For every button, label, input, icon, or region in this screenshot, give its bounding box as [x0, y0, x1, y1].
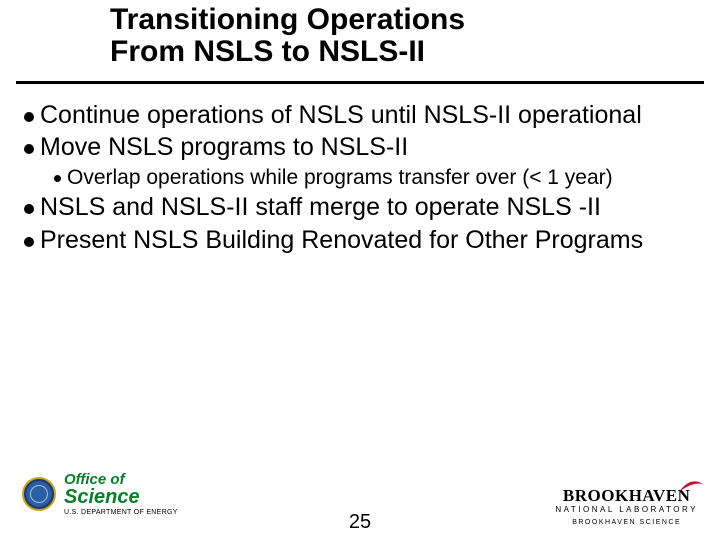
bullet-dot-icon [24, 144, 34, 154]
sub-bullet-dot-icon [54, 175, 61, 182]
bullet-2: Move NSLS programs to NSLS-II [24, 132, 696, 163]
oos-line2: Science [64, 487, 178, 507]
brookhaven-logo: BROOKHAVEN NATIONAL LABORATORY BROOKHAVE… [555, 486, 698, 526]
bnl-wordmark: BROOKHAVEN [555, 486, 698, 506]
bullet-dot-icon [24, 237, 34, 247]
sub-bullet-1: Overlap operations while programs transf… [54, 165, 696, 191]
bullet-text: Present NSLS Building Renovated for Othe… [40, 225, 643, 256]
content-area: Continue operations of NSLS until NSLS-I… [0, 84, 720, 256]
bnl-tagline: BROOKHAVEN SCIENCE [555, 519, 698, 526]
oos-line1: Office of [64, 472, 178, 487]
bullet-dot-icon [24, 112, 34, 122]
bnl-subtitle: NATIONAL LABORATORY [555, 505, 698, 514]
bullet-dot-icon [24, 204, 34, 214]
title-block: Transitioning Operations From NSLS to NS… [0, 0, 720, 77]
office-of-science-logo: Office of Science U.S. DEPARTMENT OF ENE… [22, 472, 178, 516]
bnl-swoosh-icon [678, 480, 704, 494]
bullet-1: Continue operations of NSLS until NSLS-I… [24, 100, 696, 131]
title-line-2: From NSLS to NSLS-II [110, 35, 425, 68]
sub-bullet-text: Overlap operations while programs transf… [67, 165, 613, 191]
bullet-text: NSLS and NSLS-II staff merge to operate … [40, 192, 601, 223]
bullet-4: Present NSLS Building Renovated for Othe… [24, 225, 696, 256]
bullet-3: NSLS and NSLS-II staff merge to operate … [24, 192, 696, 223]
office-of-science-text: Office of Science U.S. DEPARTMENT OF ENE… [64, 472, 178, 516]
bullet-text: Continue operations of NSLS until NSLS-I… [40, 100, 642, 131]
slide: Transitioning Operations From NSLS to NS… [0, 0, 720, 540]
doe-seal-icon [22, 477, 56, 511]
footer: Office of Science U.S. DEPARTMENT OF ENE… [0, 452, 720, 540]
slide-title: Transitioning Operations From NSLS to NS… [110, 4, 720, 69]
title-line-1: Transitioning Operations [110, 3, 465, 36]
bnl-word-text: BROOKHAVEN [563, 486, 691, 505]
bullet-text: Move NSLS programs to NSLS-II [40, 132, 408, 163]
